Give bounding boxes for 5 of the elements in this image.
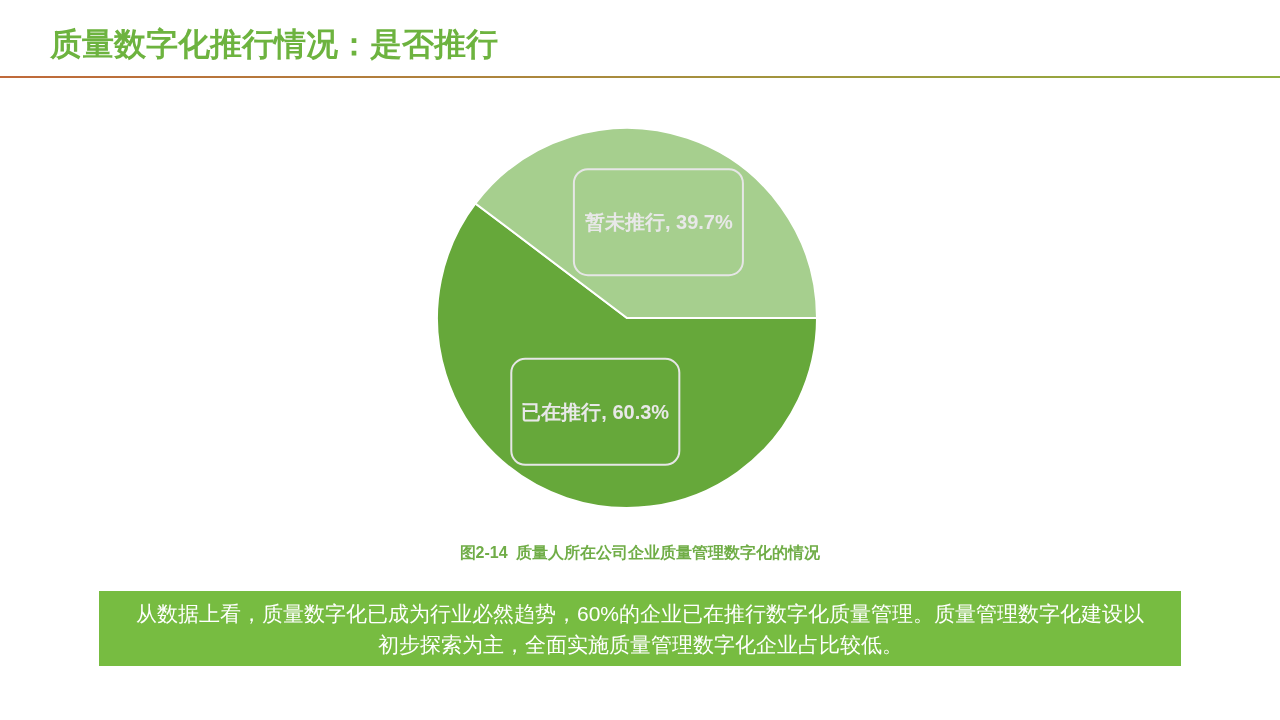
caption: 图2-14 质量人所在公司企业质量管理数字化的情况 bbox=[458, 543, 822, 563]
chart-title: 质量数字化推行情况：是否推行 bbox=[50, 25, 498, 64]
slice-label: 暂未推行, 39.7% bbox=[583, 211, 733, 234]
slice-label: 已在推行, 60.3% bbox=[521, 400, 670, 423]
text: 从数据上看，质量数字化已成为行业必然趋势，60%的企业已在推行数字化质量管理。质量管理数字化建设以初步探索为主，全面实施质量管理数字化企业占比较低。 bbox=[99, 591, 1181, 666]
